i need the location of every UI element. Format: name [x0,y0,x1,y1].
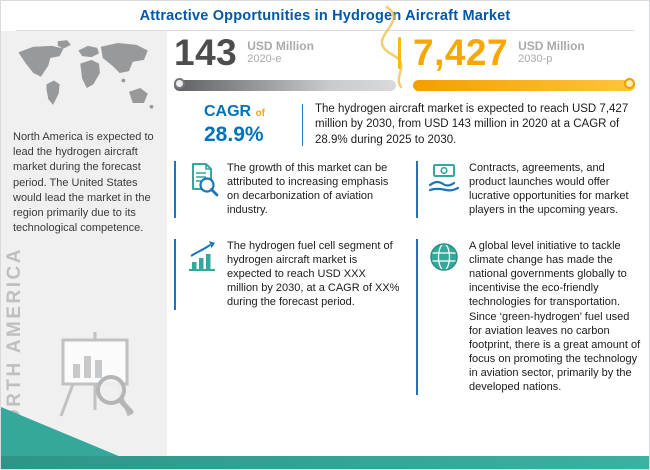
insights-column-right: Contracts, agreements, and product launc… [416,160,643,416]
cagr-row: CAGR of 28.9% The hydrogen aircraft mark… [174,102,643,148]
world-map [18,40,154,109]
cagr-label: CAGR [204,102,252,120]
page-title: Attractive Opportunities in Hydrogen Air… [139,8,511,24]
stat-divider [398,37,401,69]
money-hand-icon [428,163,460,192]
insight-item: Contracts, agreements, and product launc… [416,160,643,218]
progress-bar-2030 [413,78,635,91]
progress-knob-2030 [624,78,635,89]
market-size-row: 143 USD Million 2020-e 7,427 USD Million [174,34,643,91]
insight-text: The growth of this market can be attribu… [227,161,389,217]
cagr-block: CAGR of 28.9% [204,103,290,147]
bottom-accent-bar [1,456,649,469]
insight-text: Contracts, agreements, and product launc… [469,161,629,217]
cagr-of-word: of [255,107,266,119]
market-summary: The hydrogen aircraft market is expected… [315,103,629,146]
insight-item: The growth of this market can be attribu… [174,160,400,218]
insight-text: The hydrogen fuel cell segment of hydrog… [227,239,400,309]
growth-chart-icon [189,240,215,271]
document-magnifier-icon [192,162,219,197]
progress-knob-2020 [174,78,185,89]
insights-column-left: The growth of this market can be attribu… [174,160,400,416]
globe-icon [430,242,458,271]
decorative-squiggle [380,5,403,89]
cagr-value: 28.9% [204,122,264,146]
cagr-separator [302,104,303,146]
main-content: 143 USD Million 2020-e 7,427 USD Million [174,34,643,416]
region-panel: North America is expected to lead the hy… [1,31,167,456]
insights-section: The growth of this market can be attribu… [174,160,643,416]
market-size-2020-unit: USD Million 2020-e [247,39,314,65]
insight-text: A global level initiative to tackle clim… [469,239,641,394]
market-size-2030-unit: USD Million 2030-p [518,39,585,65]
market-size-2020-value: 143 [174,32,238,73]
market-size-2030: 7,427 USD Million 2030-p [413,34,635,91]
market-size-2030-value: 7,427 [413,32,509,73]
header-divider [16,30,634,31]
region-description: North America is expected to lead the hy… [13,131,154,235]
insight-item: The hydrogen fuel cell segment of hydrog… [174,238,400,310]
progress-bar-2020 [174,78,396,91]
analysis-easel-icon [59,332,134,417]
market-size-2020: 143 USD Million 2020-e [174,34,396,91]
insight-item: A global level initiative to tackle clim… [416,238,643,395]
